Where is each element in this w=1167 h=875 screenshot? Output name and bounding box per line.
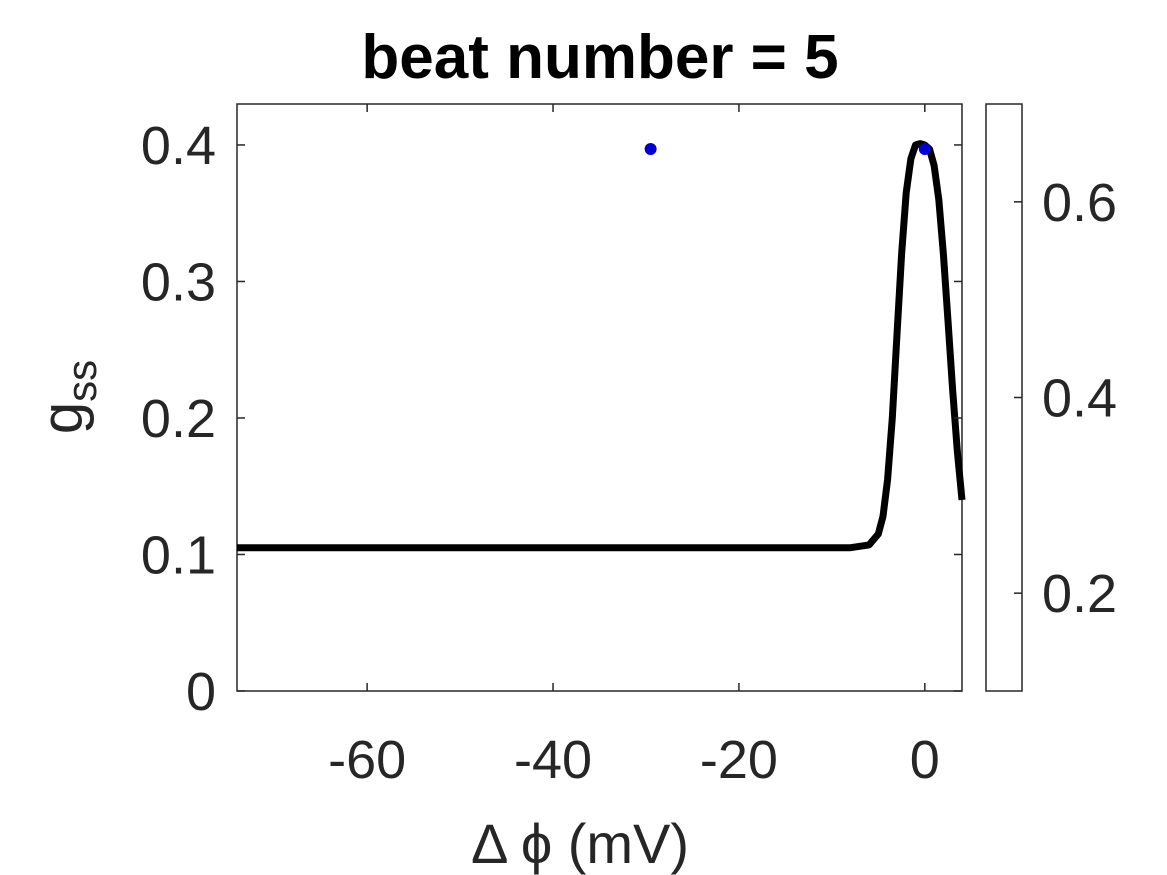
points-layer bbox=[644, 143, 931, 156]
x-tick-label: -20 bbox=[700, 730, 778, 790]
colorbar-ticks: 0.2 0.4 0.6 bbox=[1014, 173, 1117, 624]
x-tick-label: -40 bbox=[514, 730, 592, 790]
axes-box bbox=[236, 103, 963, 692]
y-axis-label-main: g bbox=[30, 402, 95, 434]
y-axis-label-subscript: ss bbox=[58, 360, 105, 402]
data-point bbox=[918, 143, 931, 156]
series-line bbox=[237, 140, 966, 552]
x-tick-label: -60 bbox=[328, 730, 406, 790]
y-tick-label: 0.4 bbox=[141, 116, 216, 176]
x-ticks: -60 -40 -20 0 bbox=[328, 104, 940, 790]
curve-layer bbox=[237, 140, 966, 552]
y-tick-label: 0 bbox=[186, 662, 216, 722]
y-ticks: 0 0.1 0.2 0.3 0.4 bbox=[141, 116, 962, 722]
x-tick-label: 0 bbox=[910, 730, 940, 790]
y-tick-label: 0.3 bbox=[141, 252, 216, 312]
plot-area: -60 -40 -20 0 0 0.1 0.2 0.3 0.4 bbox=[141, 103, 966, 790]
x-axis-label: Δ ϕ (mV) bbox=[471, 812, 689, 875]
colorbar-tick-label: 0.4 bbox=[1042, 369, 1117, 429]
data-point bbox=[644, 143, 657, 156]
y-tick-label: 0.2 bbox=[141, 389, 216, 449]
colorbar: 0.2 0.4 0.6 bbox=[985, 103, 1117, 692]
colorbar-tick-label: 0.6 bbox=[1042, 173, 1117, 233]
svg-text:gss: gss bbox=[30, 360, 105, 434]
y-tick-label: 0.1 bbox=[141, 525, 216, 585]
chart-title: beat number = 5 bbox=[361, 23, 838, 92]
colorbar-tick-label: 0.2 bbox=[1042, 564, 1117, 624]
y-axis-label: gss bbox=[30, 360, 105, 434]
